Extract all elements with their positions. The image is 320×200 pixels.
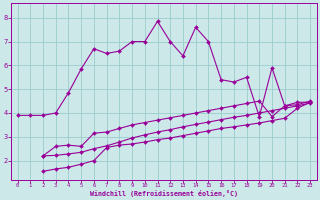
X-axis label: Windchill (Refroidissement éolien,°C): Windchill (Refroidissement éolien,°C) xyxy=(90,190,238,197)
